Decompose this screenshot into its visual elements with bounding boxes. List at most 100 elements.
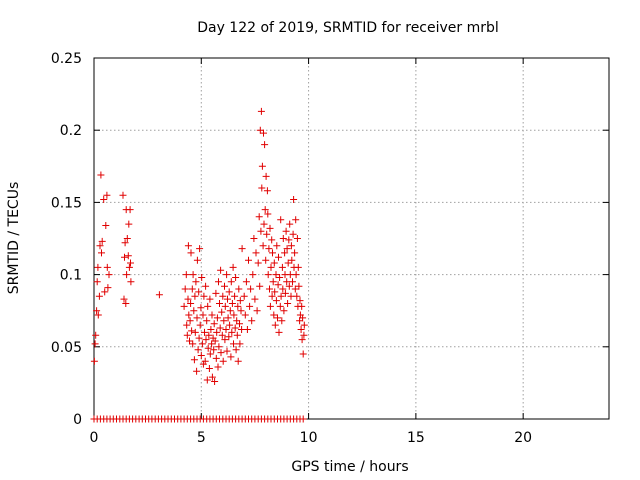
- data-point: [183, 331, 191, 339]
- data-point: [127, 278, 135, 286]
- data-point: [90, 357, 98, 365]
- data-point: [247, 285, 255, 293]
- data-point: [104, 284, 112, 292]
- data-point: [252, 249, 260, 257]
- data-point: [187, 300, 195, 307]
- data-point: [202, 282, 210, 290]
- data-point: [94, 311, 102, 319]
- data-point: [223, 347, 231, 355]
- data-point: [257, 107, 265, 115]
- y-tick-label: 0.2: [60, 123, 82, 139]
- data-point: [266, 224, 274, 232]
- data-point: [221, 302, 229, 310]
- data-point: [285, 236, 293, 244]
- data-point: [245, 256, 252, 264]
- data-point: [297, 326, 305, 333]
- data-point: [267, 263, 275, 271]
- data-point: [250, 235, 258, 242]
- data-point: [226, 321, 234, 329]
- data-point: [216, 324, 224, 332]
- data-point: [292, 216, 300, 224]
- data-point: [210, 320, 218, 328]
- data-point: [246, 302, 254, 310]
- data-point: [260, 220, 268, 228]
- data-point: [262, 172, 270, 180]
- data-point: [190, 356, 198, 364]
- data-point: [270, 311, 278, 319]
- data-point: [290, 196, 298, 203]
- data-point: [205, 331, 213, 339]
- x-tick-label: 0: [90, 430, 99, 446]
- data-point: [182, 271, 190, 279]
- data-point: [242, 278, 250, 286]
- data-point: [91, 340, 99, 348]
- data-point: [262, 256, 270, 264]
- data-point: [222, 326, 230, 333]
- data-point: [126, 206, 134, 214]
- data-point: [100, 196, 108, 203]
- data-point: [295, 282, 303, 290]
- data-point: [196, 245, 204, 253]
- data-point: [218, 331, 226, 339]
- data-point: [281, 289, 289, 297]
- data-point: [125, 220, 133, 228]
- data-point: [300, 321, 308, 329]
- data-point: [212, 354, 220, 362]
- data-point: [224, 314, 232, 322]
- data-point: [215, 278, 222, 286]
- data-point: [192, 278, 200, 286]
- data-point: [293, 292, 301, 300]
- data-point: [190, 307, 198, 315]
- data-point: [205, 365, 213, 372]
- data-point: [260, 129, 267, 137]
- data-point: [232, 274, 240, 281]
- data-point: [237, 307, 245, 315]
- data-point: [123, 235, 131, 242]
- data-point: [243, 326, 251, 333]
- x-tick-label: 10: [300, 430, 318, 446]
- data-point: [92, 331, 100, 339]
- data-point: [263, 230, 271, 238]
- y-axis-label: SRMTID / TECUs: [6, 182, 22, 295]
- data-point: [206, 295, 214, 303]
- data-point: [236, 320, 243, 328]
- data-point: [234, 357, 242, 365]
- data-point: [238, 245, 246, 253]
- data-point: [208, 311, 216, 319]
- data-point: [265, 245, 273, 253]
- data-point: [259, 242, 267, 250]
- data-point: [200, 292, 208, 300]
- y-tick-label: 0.25: [51, 51, 82, 67]
- data-point: [189, 271, 197, 279]
- y-tick-label: 0.05: [51, 340, 82, 356]
- data-point: [217, 349, 225, 357]
- y-tick-label: 0.15: [51, 195, 82, 211]
- data-point: [193, 314, 201, 322]
- data-point: [215, 343, 223, 351]
- data-point: [121, 239, 129, 247]
- data-point: [220, 317, 228, 325]
- data-point: [101, 288, 109, 296]
- data-point: [207, 326, 215, 333]
- data-point: [184, 295, 192, 303]
- data-point: [272, 297, 280, 305]
- data-point: [186, 337, 193, 345]
- data-point: [230, 311, 238, 319]
- data-point: [274, 314, 281, 322]
- data-point: [186, 317, 194, 325]
- plot-frame: [93, 57, 610, 420]
- data-point: [187, 249, 195, 257]
- data-point: [230, 340, 237, 348]
- data-point: [264, 271, 272, 279]
- data-point: [208, 373, 216, 381]
- data-point: [276, 302, 284, 310]
- data-point: [274, 281, 282, 289]
- data-point: [291, 249, 299, 257]
- data-point: [98, 237, 106, 245]
- data-point: [234, 302, 242, 310]
- data-point: [97, 171, 105, 179]
- data-point: [203, 376, 211, 384]
- data-point: [96, 242, 104, 250]
- data-point: [103, 191, 111, 199]
